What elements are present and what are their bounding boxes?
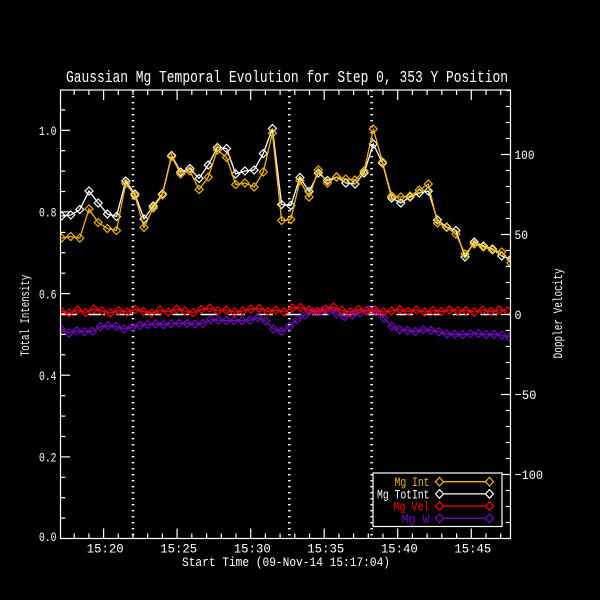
svg-text:0.4: 0.4	[39, 369, 57, 384]
svg-text:50: 50	[515, 228, 529, 243]
svg-text:Total Intensity: Total Intensity	[18, 275, 33, 357]
svg-text:Mg Vel: Mg Vel	[394, 500, 430, 515]
svg-text:15:25: 15:25	[160, 542, 197, 557]
svg-text:Mg W: Mg W	[402, 512, 430, 527]
svg-text:−100: −100	[515, 468, 544, 483]
svg-text:100: 100	[515, 148, 535, 163]
svg-text:15:35: 15:35	[307, 542, 344, 557]
svg-text:Mg Int: Mg Int	[395, 475, 430, 490]
svg-text:15:45: 15:45	[454, 542, 491, 557]
svg-text:Gaussian Mg Temporal Evolution: Gaussian Mg Temporal Evolution for Step …	[66, 69, 508, 87]
svg-text:0.0: 0.0	[39, 530, 57, 545]
svg-text:Doppler Velocity: Doppler Velocity	[551, 268, 566, 358]
svg-text:15:30: 15:30	[234, 542, 271, 557]
svg-text:15:40: 15:40	[381, 542, 418, 557]
svg-text:0.6: 0.6	[39, 287, 57, 302]
svg-text:Mg TotInt: Mg TotInt	[377, 487, 430, 502]
svg-text:Start Time (09-Nov-14 15:17:04: Start Time (09-Nov-14 15:17:04)	[182, 555, 390, 570]
svg-text:0: 0	[515, 308, 522, 323]
svg-text:0.8: 0.8	[39, 206, 57, 221]
svg-text:0.2: 0.2	[39, 451, 57, 466]
svg-text:1.0: 1.0	[39, 124, 57, 139]
svg-text:15:20: 15:20	[87, 542, 124, 557]
svg-text:−50: −50	[515, 388, 537, 403]
